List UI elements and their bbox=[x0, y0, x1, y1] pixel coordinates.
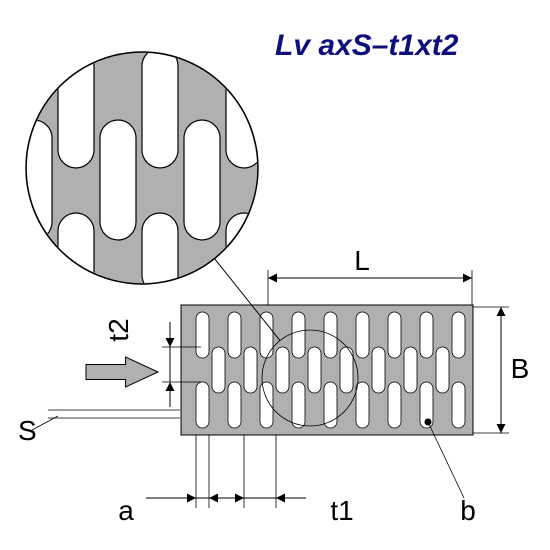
flow-arrow-icon bbox=[86, 357, 158, 387]
dim-B: B bbox=[511, 353, 530, 384]
dim-t2: t2 bbox=[103, 318, 134, 341]
formula-title: Lv axS–t1xt2 bbox=[275, 29, 459, 62]
dim-a: a bbox=[118, 495, 134, 526]
dim-L: L bbox=[354, 245, 370, 276]
dim-S: S bbox=[18, 415, 37, 446]
diagram-svg: L Bt1 t2 a Sb Lv axS–t1xt2 bbox=[0, 0, 550, 550]
diagram-canvas: L Bt1 t2 a Sb Lv axS–t1xt2 bbox=[0, 0, 550, 550]
dim-b: b bbox=[460, 495, 476, 526]
perforated-plate bbox=[181, 305, 473, 435]
magnified-detail bbox=[16, 48, 262, 293]
dim-t1: t1 bbox=[330, 495, 353, 526]
